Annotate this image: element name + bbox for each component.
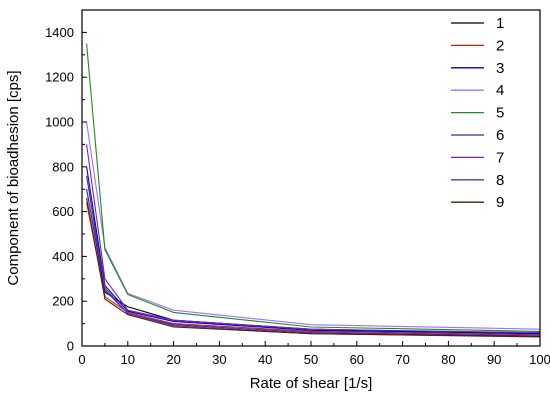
x-tick-label: 100 [529, 352, 550, 367]
legend-label: 9 [496, 194, 504, 211]
y-tick-label: 200 [52, 294, 74, 309]
legend-label: 8 [496, 172, 504, 189]
legend-label: 1 [496, 15, 504, 32]
y-tick-label: 600 [52, 204, 74, 219]
legend-label: 2 [496, 37, 504, 54]
legend-label: 3 [496, 60, 504, 77]
x-tick-label: 50 [304, 352, 318, 367]
legend-label: 4 [496, 82, 504, 99]
x-tick-label: 30 [212, 352, 226, 367]
y-axis-label: Component of bioadhesion [cps] [5, 70, 22, 285]
legend-label: 5 [496, 105, 504, 122]
x-axis-label: Rate of shear [1/s] [250, 375, 373, 392]
legend-label: 7 [496, 149, 504, 166]
plot-lines [86, 43, 541, 338]
x-tick-label: 40 [258, 352, 272, 367]
series-line-4 [86, 121, 541, 330]
y-tick-label: 1200 [45, 70, 74, 85]
series-line-5 [86, 43, 541, 332]
y-tick-label: 400 [52, 249, 74, 264]
series-line-6 [86, 175, 541, 337]
x-tick-label: 10 [121, 352, 135, 367]
x-tick-label: 90 [487, 352, 501, 367]
y-tick-label: 1400 [45, 25, 74, 40]
plot-frame [81, 9, 541, 347]
legend-label: 6 [496, 127, 504, 144]
x-tick-label: 70 [395, 352, 409, 367]
y-tick-label: 1000 [45, 115, 74, 130]
x-tick-label: 0 [78, 352, 85, 367]
series-line-9 [86, 198, 541, 338]
x-tick-label: 80 [441, 352, 455, 367]
series-line-1 [86, 189, 541, 335]
series-line-3 [86, 166, 541, 335]
axes: 0 10 20 30 40 50 60 70 80 90 100020040060080010001… [45, 9, 550, 367]
series-line-7 [86, 144, 541, 334]
x-tick-label: 60 [350, 352, 364, 367]
y-tick-label: 800 [52, 159, 74, 174]
x-tick-label: 20 [166, 352, 180, 367]
y-tick-label: 0 [67, 339, 74, 354]
legend: 1 2 3 4 5 6 7 8 9 [451, 15, 504, 211]
